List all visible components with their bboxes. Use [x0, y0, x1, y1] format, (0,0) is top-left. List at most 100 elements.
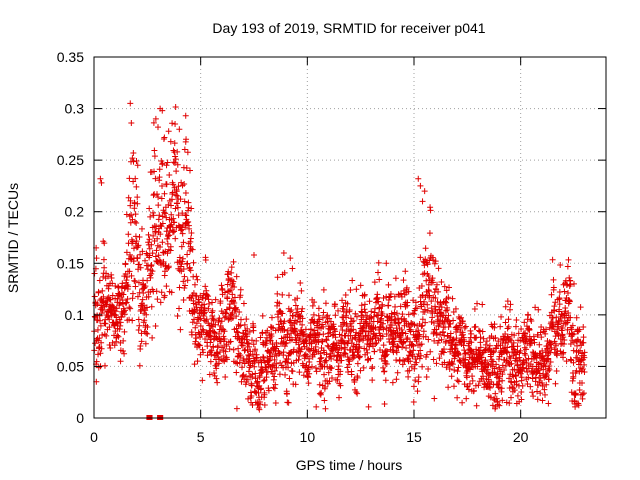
- data-point: [542, 330, 549, 337]
- data-point: [252, 375, 259, 382]
- data-point: [351, 376, 358, 383]
- data-point: [221, 328, 228, 335]
- data-point: [577, 304, 584, 311]
- data-point: [522, 351, 529, 358]
- y-tick-label: 0.35: [57, 49, 84, 65]
- data-point: [353, 286, 360, 293]
- data-point: [258, 385, 265, 392]
- data-point: [135, 326, 142, 333]
- data-point: [354, 374, 361, 381]
- data-point: [524, 381, 531, 388]
- data-point: [218, 318, 225, 325]
- data-point: [417, 182, 424, 189]
- data-point: [346, 358, 353, 365]
- data-point: [375, 269, 382, 276]
- data-point: [206, 332, 213, 339]
- data-point: [123, 299, 130, 306]
- data-point: [461, 351, 468, 358]
- data-point: [413, 359, 420, 366]
- data-point: [406, 367, 413, 374]
- data-point: [143, 304, 150, 311]
- data-point: [357, 282, 364, 289]
- data-point: [224, 356, 231, 363]
- data-point: [448, 360, 455, 367]
- data-point: [459, 331, 466, 338]
- data-point: [98, 339, 105, 346]
- data-point: [153, 247, 160, 254]
- data-point: [187, 235, 194, 242]
- data-point: [396, 319, 403, 326]
- data-point: [152, 228, 159, 235]
- data-point: [202, 335, 209, 342]
- data-point: [120, 337, 127, 344]
- data-point: [446, 284, 453, 291]
- data-point: [511, 332, 518, 339]
- data-point: [487, 384, 494, 391]
- data-point: [179, 182, 186, 189]
- data-point: [312, 365, 319, 371]
- data-point: [564, 290, 571, 297]
- data-point: [322, 384, 329, 391]
- data-point: [259, 312, 266, 319]
- data-point: [174, 204, 181, 211]
- data-point: [259, 367, 266, 374]
- data-point: [477, 334, 484, 341]
- data-point: [497, 323, 504, 330]
- data-point: [126, 268, 133, 275]
- data-point: [261, 402, 268, 409]
- data-point: [157, 231, 164, 238]
- data-point: [292, 302, 299, 309]
- data-point: [358, 308, 365, 315]
- data-point: [185, 199, 192, 206]
- data-point: [256, 406, 263, 413]
- data-point: [171, 219, 178, 226]
- data-point: [212, 321, 219, 328]
- data-point: [316, 390, 323, 397]
- data-point: [332, 312, 339, 319]
- data-point: [150, 212, 157, 219]
- data-point: [452, 345, 459, 352]
- data-point: [110, 304, 117, 311]
- data-point: [305, 346, 312, 353]
- data-point: [371, 348, 378, 355]
- data-point: [292, 381, 299, 388]
- data-point: [551, 338, 558, 345]
- data-point: [197, 323, 204, 330]
- data-point: [415, 327, 422, 334]
- data-point: [312, 343, 319, 350]
- data-point: [211, 369, 218, 376]
- data-point: [248, 382, 255, 389]
- data-point: [98, 179, 105, 186]
- data-point: [530, 393, 537, 400]
- data-point: [297, 348, 304, 355]
- data-point: [253, 355, 260, 362]
- data-point: [363, 346, 370, 353]
- data-point: [221, 289, 228, 296]
- data-point: [156, 212, 163, 219]
- data-point: [131, 218, 138, 225]
- data-point: [183, 136, 190, 143]
- data-point: [191, 361, 198, 368]
- data-point: [407, 358, 414, 365]
- data-point: [244, 333, 251, 340]
- data-point: [507, 306, 513, 313]
- data-point: [347, 328, 354, 335]
- data-point: [225, 316, 232, 323]
- data-point: [392, 316, 399, 323]
- data-point: [349, 355, 356, 362]
- data-point: [284, 327, 291, 334]
- data-point: [196, 299, 203, 306]
- data-point: [411, 321, 418, 328]
- data-point: [163, 162, 170, 169]
- data-point: [324, 312, 331, 319]
- data-point: [327, 318, 334, 325]
- data-point: [479, 328, 486, 335]
- data-point: [520, 364, 527, 371]
- data-point: [556, 306, 563, 313]
- data-point: [199, 326, 206, 333]
- data-point: [117, 322, 124, 329]
- data-point: [253, 337, 260, 344]
- data-point: [249, 351, 256, 358]
- data-point: [142, 340, 149, 347]
- data-point: [512, 323, 519, 330]
